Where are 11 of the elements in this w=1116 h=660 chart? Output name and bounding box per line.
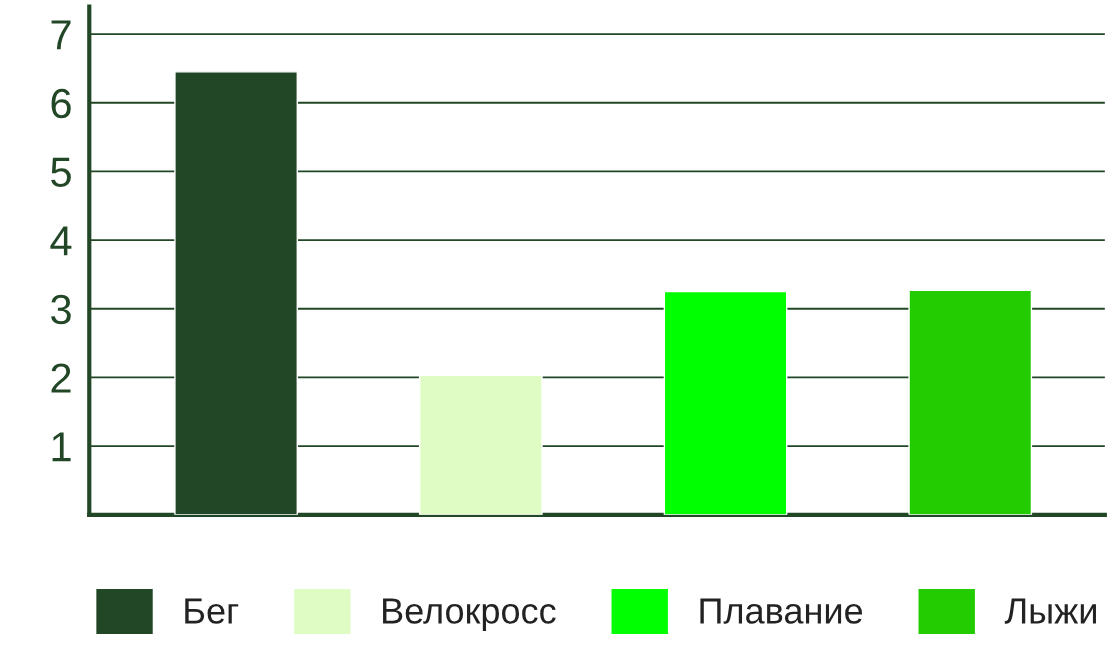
y-tick-label: 3 bbox=[51, 294, 71, 325]
y-tick-label: 1 bbox=[52, 432, 71, 462]
y-tick-label: 6 bbox=[51, 88, 71, 119]
y-tick-label: 2 bbox=[51, 363, 71, 393]
y-tick-label: 5 bbox=[51, 157, 71, 187]
y-tick-label: 7 bbox=[51, 20, 71, 50]
legend-label: Бег bbox=[185, 598, 239, 624]
y-tick-label: 4 bbox=[50, 226, 72, 256]
legend-label: Велокросс bbox=[383, 598, 556, 631]
legend-label: Лыжи bbox=[1004, 598, 1096, 624]
legend-label: Плавание bbox=[700, 598, 863, 624]
